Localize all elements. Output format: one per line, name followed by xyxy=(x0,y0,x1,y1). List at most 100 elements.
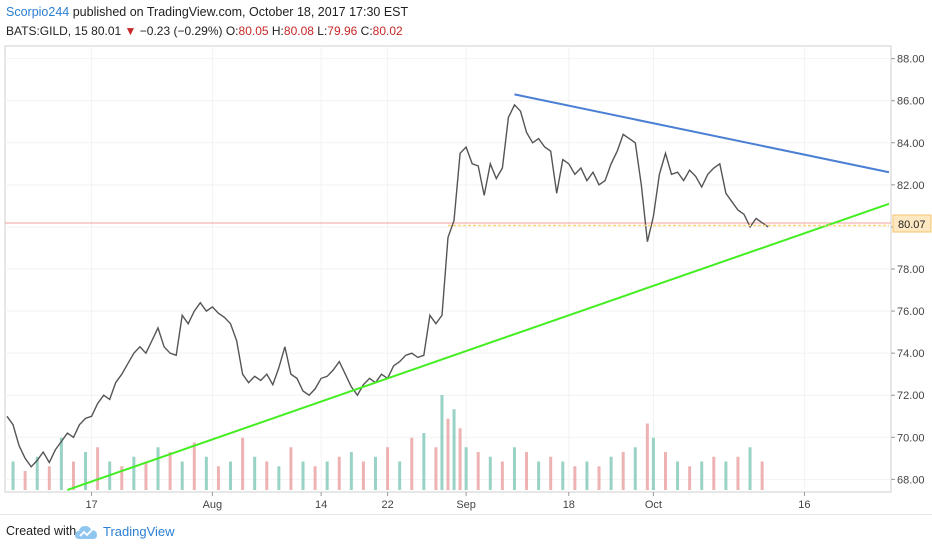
volume-bar xyxy=(688,466,692,490)
volume-bar xyxy=(476,452,480,490)
price-change: −0.23 (−0.29%) xyxy=(139,24,223,38)
y-tick-label: 72.00 xyxy=(897,390,925,402)
volume-bar xyxy=(500,461,504,490)
volume-bar xyxy=(434,447,438,490)
x-tick-label: Sep xyxy=(456,499,476,511)
volume-bar xyxy=(440,395,444,490)
volume-bar xyxy=(289,447,293,490)
volume-bar xyxy=(301,461,305,490)
volume-bar xyxy=(537,461,541,490)
volume-bar xyxy=(349,452,353,490)
volume-bar xyxy=(700,461,704,490)
y-tick-label: 86.00 xyxy=(897,96,925,108)
close-label: C: xyxy=(360,24,373,38)
volume-bar xyxy=(645,423,649,490)
volume-bar xyxy=(144,461,148,490)
current-price-tag-text: 80.07 xyxy=(898,219,926,231)
close-value: 80.02 xyxy=(372,24,403,38)
volume-bar xyxy=(168,452,172,490)
volume-bar xyxy=(337,456,341,490)
volume-bar xyxy=(192,442,196,490)
tradingview-cloud-icon[interactable] xyxy=(75,525,99,541)
volume-bar xyxy=(229,461,233,490)
volume-bar xyxy=(676,461,680,490)
created-with-label: Created with xyxy=(6,524,77,538)
volume-bar xyxy=(458,428,462,490)
low-label: L: xyxy=(317,24,328,38)
volume-bar xyxy=(241,437,245,490)
publish-info: Scorpio244 published on TradingView.com,… xyxy=(6,4,408,21)
volume-bar xyxy=(84,452,88,490)
volume-bar xyxy=(736,456,740,490)
footer-divider xyxy=(0,514,932,515)
low-value: 79.96 xyxy=(327,24,358,38)
volume-bar xyxy=(446,418,450,490)
published-text: published on TradingView.com, October 18… xyxy=(72,5,409,19)
volume-bar xyxy=(549,456,553,490)
x-tick-label: Oct xyxy=(645,499,662,511)
time-axis[interactable]: 17 Aug 14 22 Sep 18 Oct 16 xyxy=(85,492,811,511)
volume-bar xyxy=(361,461,365,490)
high-label: H: xyxy=(271,24,284,38)
tradingview-brand[interactable]: TradingView xyxy=(103,524,175,539)
y-tick-label: 88.00 xyxy=(897,54,925,66)
volume-bar xyxy=(325,461,329,490)
volume-bar xyxy=(609,456,613,490)
volume-bar xyxy=(561,461,565,490)
volume-bar xyxy=(23,471,27,490)
resistance-trendline[interactable] xyxy=(514,93,890,174)
volume-bar xyxy=(712,456,716,490)
grid-lines xyxy=(5,46,891,492)
volume-bar xyxy=(422,433,426,490)
volume-bar xyxy=(71,461,75,490)
author-link[interactable]: Scorpio244 xyxy=(6,5,70,19)
trendlines[interactable] xyxy=(67,93,890,491)
volume-bar xyxy=(59,437,63,490)
volume-bar xyxy=(663,452,667,490)
volume-bar xyxy=(180,461,184,490)
x-tick-label: 18 xyxy=(563,499,575,511)
volume-bar xyxy=(253,456,257,490)
volume-bar xyxy=(265,461,269,490)
volume-bar xyxy=(216,466,220,490)
high-value: 80.08 xyxy=(283,24,314,38)
open-value: 80.05 xyxy=(238,24,269,38)
y-tick-label: 68.00 xyxy=(897,474,925,486)
volume-bar xyxy=(204,456,208,490)
y-tick-label: 74.00 xyxy=(897,348,925,360)
footer: Created with TradingView xyxy=(0,514,932,550)
volume-bar xyxy=(11,461,15,490)
support-trendline[interactable] xyxy=(67,202,890,491)
volume-bar xyxy=(313,466,317,490)
volume-bar xyxy=(488,456,492,490)
price-axis[interactable]: 68.0070.0072.0074.0076.0078.0080.0082.00… xyxy=(891,54,925,487)
volume-bar xyxy=(621,452,625,490)
volume-bar xyxy=(573,466,577,490)
volume-bar xyxy=(132,456,136,490)
price-chart[interactable]: 68.0070.0072.0074.0076.0078.0080.0082.00… xyxy=(0,0,932,514)
volume-bar xyxy=(156,447,160,490)
volume-bar xyxy=(525,452,529,490)
volume-bar xyxy=(96,447,100,490)
volume-bar xyxy=(47,466,51,490)
volume-bar xyxy=(464,447,468,490)
volume-bar xyxy=(597,466,601,490)
y-tick-label: 76.00 xyxy=(897,306,925,318)
x-tick-label: 22 xyxy=(381,499,393,511)
x-tick-label: 16 xyxy=(798,499,810,511)
open-label: O: xyxy=(225,24,239,38)
volume-bar xyxy=(277,466,281,490)
y-tick-label: 82.00 xyxy=(897,180,925,192)
current-price-tag-box xyxy=(892,214,932,233)
volume-bar xyxy=(585,461,589,490)
x-tick-label: 14 xyxy=(315,499,327,511)
volume-bar xyxy=(386,447,390,490)
down-arrow-icon: ▼ xyxy=(124,24,137,38)
volume-bar xyxy=(651,437,655,490)
volume-bar xyxy=(760,461,764,490)
volume-bar xyxy=(35,456,39,490)
volume-bar xyxy=(120,466,124,490)
volume-bar xyxy=(724,461,728,490)
volume-bar xyxy=(452,409,456,490)
x-tick-label: 17 xyxy=(85,499,97,511)
